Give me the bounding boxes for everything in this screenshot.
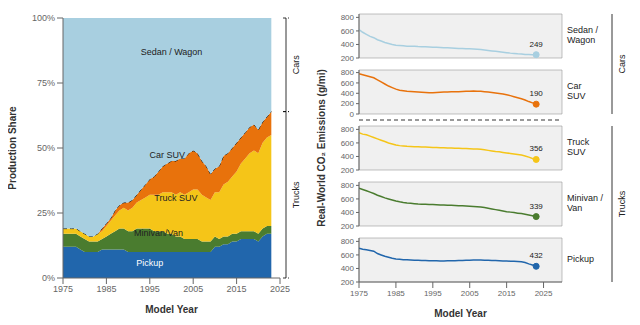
- svg-text:50%: 50%: [37, 143, 55, 153]
- svg-text:800: 800: [341, 13, 355, 22]
- svg-text:Sedan / Wagon: Sedan / Wagon: [141, 47, 203, 57]
- svg-text:Production Share: Production Share: [8, 106, 18, 190]
- svg-text:1975: 1975: [53, 284, 73, 294]
- html-text:Pickup: Pickup: [567, 254, 594, 265]
- svg-text:400: 400: [341, 152, 355, 161]
- svg-text:600: 600: [341, 139, 355, 148]
- svg-text:2005: 2005: [461, 289, 479, 298]
- svg-text:432: 432: [529, 251, 543, 260]
- svg-text:800: 800: [341, 237, 355, 246]
- svg-text:2025: 2025: [270, 284, 290, 294]
- svg-text:Trucks: Trucks: [617, 190, 627, 217]
- svg-text:800: 800: [341, 125, 355, 134]
- svg-text:600: 600: [341, 195, 355, 204]
- svg-text:200: 200: [341, 278, 355, 287]
- svg-text:400: 400: [341, 40, 355, 49]
- svg-text:190: 190: [529, 89, 543, 98]
- svg-text:Trucks: Trucks: [291, 181, 301, 208]
- svg-text:Model Year: Model Year: [145, 304, 198, 313]
- svg-text:600: 600: [341, 251, 355, 260]
- svg-text:0%: 0%: [42, 273, 55, 283]
- html-text:Minivan / Van: Minivan / Van: [567, 193, 603, 213]
- svg-text:600: 600: [341, 27, 355, 36]
- svg-text:Cars: Cars: [617, 54, 627, 74]
- svg-text:200: 200: [341, 54, 355, 63]
- svg-text:1985: 1985: [387, 289, 405, 298]
- svg-text:200: 200: [341, 222, 355, 231]
- svg-text:75%: 75%: [37, 78, 55, 88]
- svg-text:0: 0: [350, 110, 355, 119]
- html-text:Car SUV: Car SUV: [567, 81, 586, 101]
- svg-text:100%: 100%: [32, 13, 55, 23]
- svg-text:Car SUV: Car SUV: [149, 150, 185, 160]
- svg-text:Pickup: Pickup: [136, 258, 163, 268]
- svg-text:339: 339: [529, 202, 543, 211]
- svg-text:600: 600: [341, 79, 355, 88]
- svg-text:Cars: Cars: [291, 55, 301, 75]
- svg-text:400: 400: [341, 89, 355, 98]
- svg-text:800: 800: [341, 181, 355, 190]
- svg-text:Minivan/Van: Minivan/Van: [134, 228, 183, 238]
- svg-text:200: 200: [341, 166, 355, 175]
- svg-text:2015: 2015: [498, 289, 516, 298]
- html-text:Truck SUV: Truck SUV: [567, 137, 590, 157]
- svg-text:356: 356: [529, 144, 543, 153]
- svg-text:Real-World CO₂ Emissions (g/mi: Real-World CO₂ Emissions (g/mi): [316, 69, 327, 227]
- svg-text:1975: 1975: [350, 289, 368, 298]
- svg-text:Truck SUV: Truck SUV: [154, 193, 197, 203]
- svg-text:Model Year: Model Year: [434, 308, 487, 317]
- svg-text:200: 200: [341, 99, 355, 108]
- svg-text:800: 800: [341, 68, 355, 77]
- svg-text:1985: 1985: [96, 284, 116, 294]
- svg-text:25%: 25%: [37, 208, 55, 218]
- svg-text:400: 400: [341, 264, 355, 273]
- svg-text:2025: 2025: [535, 289, 553, 298]
- svg-text:249: 249: [529, 40, 543, 49]
- svg-text:2015: 2015: [227, 284, 247, 294]
- svg-text:1995: 1995: [424, 289, 442, 298]
- svg-text:2005: 2005: [183, 284, 203, 294]
- html-text:Sedan / Wagon: Sedan / Wagon: [567, 25, 598, 45]
- svg-text:400: 400: [341, 208, 355, 217]
- svg-text:1995: 1995: [140, 284, 160, 294]
